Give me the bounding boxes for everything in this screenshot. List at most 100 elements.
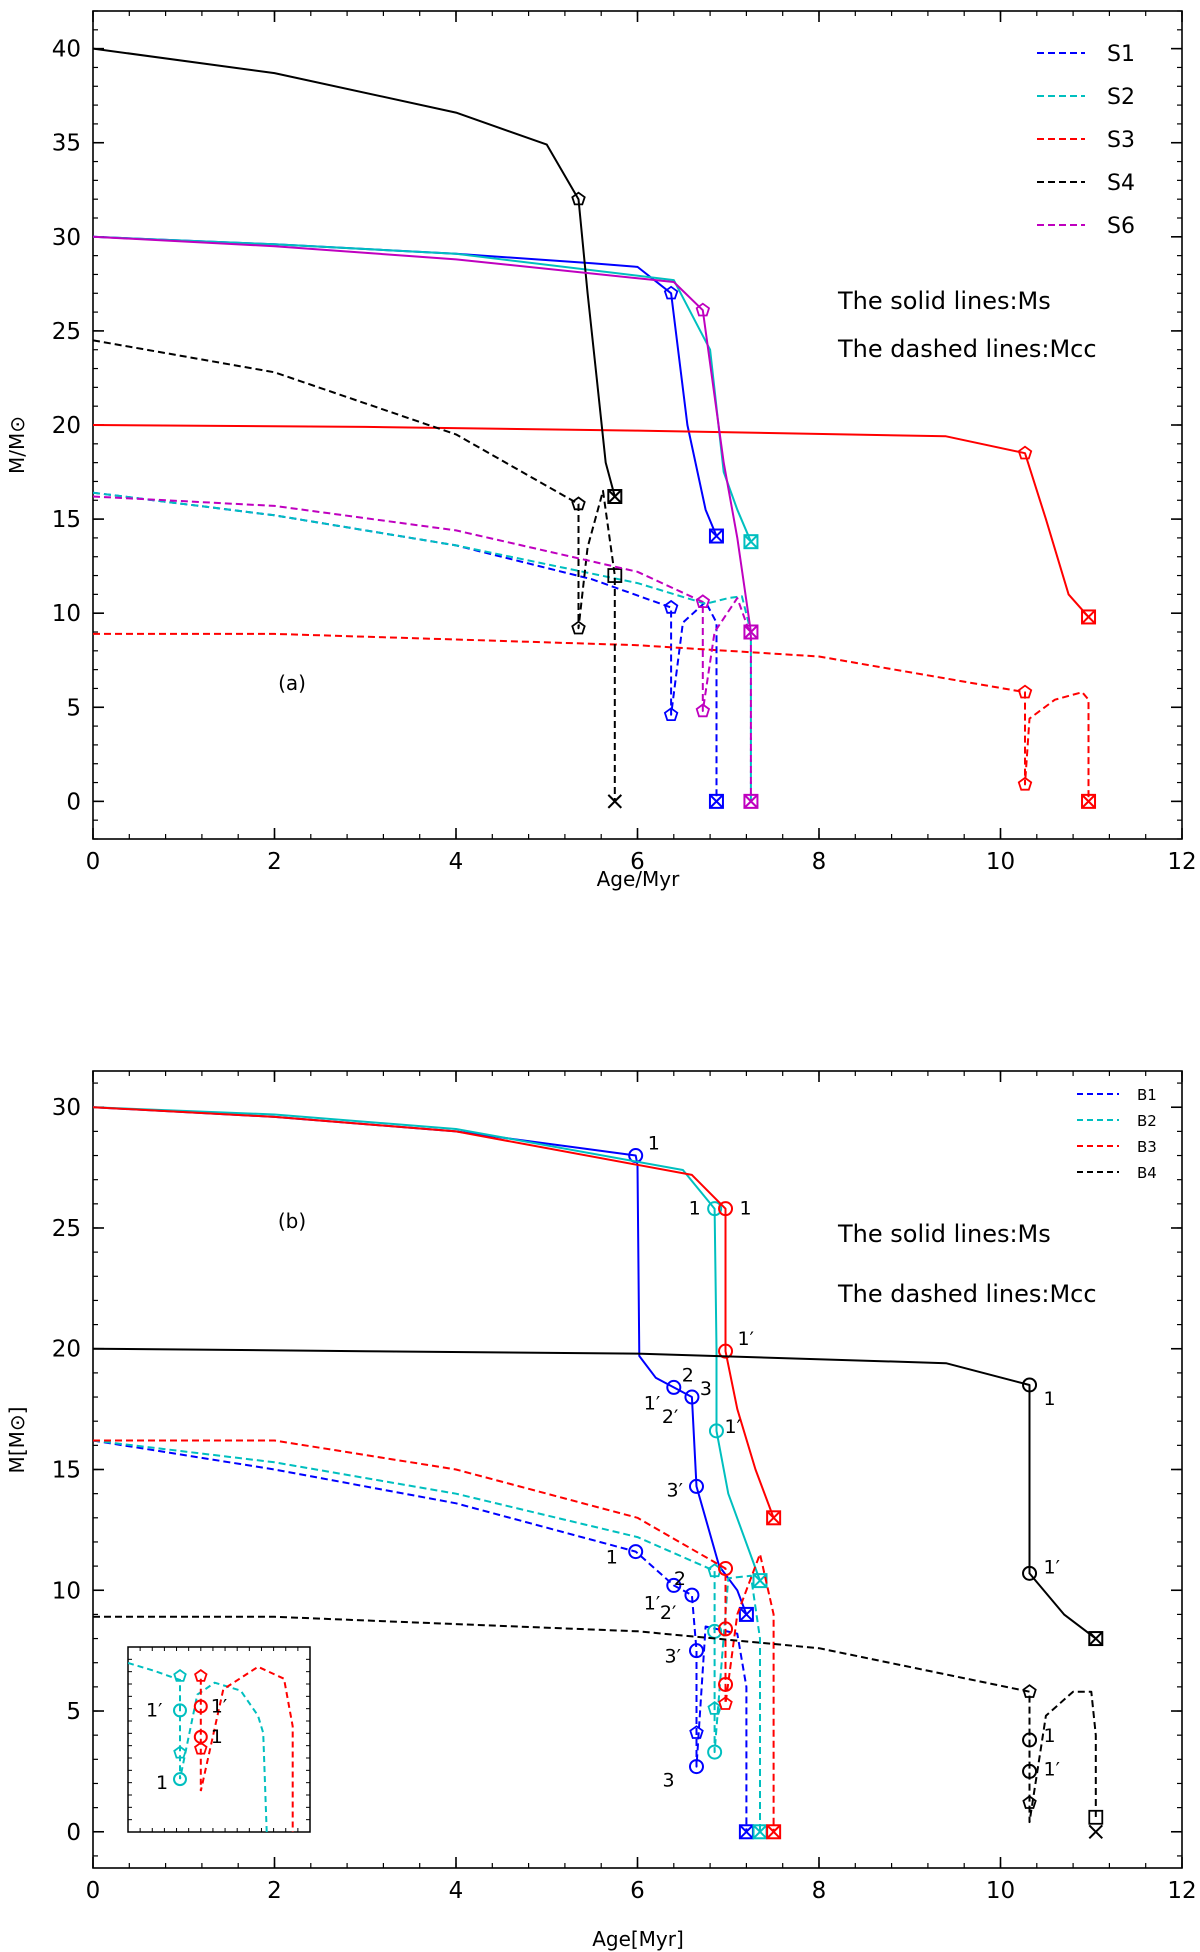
panel-b-series-b4-ms-line (93, 1347, 1097, 1640)
panel-a-x-tick-label: 12 (1167, 849, 1196, 875)
panel-a-series-s4-x-marker (607, 794, 623, 809)
panel-b-y-tick-label: 20 (52, 1337, 81, 1363)
panel-a-series-s6-ms-line (93, 235, 752, 633)
panel-b: Age[Myr] M[M⊙] (b) The solid lines:Ms Th… (5, 1070, 1197, 1951)
panel-b-series-b3 (93, 1106, 782, 1840)
panel-b-inset-series-b3-circle-marker (193, 1699, 208, 1714)
panel-b-y-tick-label: 5 (66, 1699, 81, 1725)
panel-a-series-s3 (93, 424, 1097, 809)
panel-a-series-s4-mcc-line (93, 339, 616, 802)
panel-b-inset-series-b2-circle-marker (173, 1703, 187, 1718)
panel-b-legend-label: B4 (1137, 1164, 1157, 1182)
panel-b-inset-series-b2-circle-marker (173, 1772, 187, 1787)
panel-a-x-tick-label: 6 (630, 849, 645, 875)
panel-a-series-s4-pentagon-marker (571, 191, 586, 206)
panel-b-y-tick-label: 25 (52, 1216, 81, 1242)
panel-b-legend-label: B1 (1137, 1086, 1157, 1104)
panel-b-series-b3-circle-marker (718, 1343, 734, 1359)
panel-b-point-label: 3′ (667, 1479, 683, 1501)
panel-b-y-tick-label: 0 (66, 1820, 81, 1846)
panel-b-inset-series-b2-pentagon-marker (173, 1668, 187, 1682)
panel-b-series-b4-pentagon-marker (1022, 1795, 1037, 1809)
panel-a-series-s3-pentagon-marker (1017, 776, 1033, 791)
panel-a-series-s3-pentagon-marker (1017, 445, 1033, 460)
panel-b-series-b1-circle-marker (628, 1544, 644, 1560)
panel-a: Age/Myr M/M⊙ (a) The solid lines:Ms The … (5, 10, 1197, 891)
panel-b-series-b2 (93, 1106, 768, 1840)
panel-b-inset-point-label: 1 (156, 1772, 168, 1794)
panel-a-series-s2-boxed-x-marker (743, 534, 759, 550)
panel-b-series-b4-circle-marker (1022, 1377, 1038, 1393)
panel-b-x-tick-label: 4 (449, 1878, 464, 1904)
panel-b-x-tick-label: 6 (630, 1878, 645, 1904)
panel-b-inset-series-b2-mcc-line (128, 1661, 268, 1832)
panel-b-series-b1-circle-marker (666, 1577, 682, 1593)
panel-a-series-s4-boxed-x-marker (607, 489, 623, 505)
panel-a-y-tick-label: 10 (52, 601, 81, 627)
panel-a-series-s4-ms-line (93, 47, 616, 497)
panel-a-y-tick-label: 30 (52, 225, 81, 251)
panel-b-series-b1-circle-marker (666, 1379, 682, 1395)
panel-a-x-tick-label: 4 (449, 849, 464, 875)
panel-a-series-s1-boxed-x-marker (708, 793, 724, 809)
panel-a-ylabel: M/M⊙ (5, 416, 29, 474)
panel-b-point-label: 1′ (644, 1592, 660, 1614)
panel-a-series-s2-mcc-line (93, 491, 752, 802)
panel-a-series-s1-boxed-x-marker (708, 528, 724, 544)
panel-a-series-s4-pentagon-marker (571, 620, 586, 635)
panel-b-point-label: 1′ (644, 1392, 660, 1414)
panel-b-inset-point-label: 1′ (211, 1696, 227, 1718)
panel-a-series-s6-pentagon-marker (695, 703, 711, 718)
panel-b-series-b1-circle-marker (688, 1643, 704, 1659)
panel-b-x-tick-label: 2 (267, 1878, 282, 1904)
panel-b-series-b3-circle-marker (718, 1561, 734, 1577)
panel-b-legend: B1 B2 B3 B4 (1077, 1086, 1157, 1182)
panel-b-series-b2-mcc-line (93, 1439, 761, 1832)
panel-b-tag: (b) (278, 1209, 306, 1233)
panel-b-point-label: 1 (648, 1133, 660, 1155)
panel-a-series-s2 (93, 235, 759, 802)
panel-a-series-s1-pentagon-marker (663, 285, 679, 300)
panel-a-series-s1-mcc-line (93, 491, 718, 802)
panel-a-y-tick-label: 20 (52, 413, 81, 439)
panel-b-series-b1-pentagon-marker (689, 1725, 704, 1739)
panel-b-series-b3-circle-marker (718, 1676, 734, 1692)
panel-b-ylabel: M[M⊙] (5, 1407, 29, 1474)
panel-b-series-b1-circle-marker (684, 1587, 700, 1603)
panel-a-series-s4-pentagon-marker (571, 496, 586, 511)
panel-b-series-b3-boxed-x-marker (766, 1824, 782, 1840)
panel-a-series-s3-boxed-x-marker (1081, 609, 1097, 625)
panel-b-series-b4-circle-marker (1022, 1763, 1038, 1779)
panel-b-x-tick-label: 10 (986, 1878, 1015, 1904)
panel-a-series-s1-pentagon-marker (663, 707, 679, 721)
panel-b-point-label: 2 (682, 1364, 694, 1386)
panel-b-inset-series-b2 (128, 1661, 268, 1832)
panel-a-legend-label: S3 (1107, 128, 1135, 153)
panel-b-point-label: 1′ (1044, 1556, 1060, 1578)
panel-b-point-label: 1 (606, 1547, 618, 1569)
panel-b-inset: 1′ 1′ 1 1 (127, 1646, 311, 1833)
panel-b-point-label: 1′ (1044, 1758, 1060, 1780)
panel-a-x-tick-label: 10 (986, 849, 1015, 875)
panel-a-series-s3-mcc-line (93, 632, 1090, 802)
panel-a-xlabel: Age/Myr (597, 867, 681, 891)
panel-b-point-label: 3 (663, 1770, 675, 1792)
panel-a-y-tick-label: 5 (66, 695, 81, 721)
panel-b-series-b4-boxed-x-marker (1088, 1631, 1104, 1647)
panel-b-point-label: 2′ (662, 1406, 678, 1428)
panel-b-note-solid: The solid lines:Ms (837, 1220, 1051, 1248)
panel-b-series-b3-ms-line (93, 1106, 775, 1519)
panel-a-note-dashed: The dashed lines:Mcc (837, 335, 1097, 363)
panel-b-series-b2-circle-marker (707, 1744, 723, 1760)
panel-b-inset-series-b2-pentagon-marker (173, 1745, 187, 1759)
panel-a-legend-label: S6 (1107, 214, 1135, 239)
panel-a-y-tick-label: 15 (52, 507, 81, 533)
panel-a-legend: S1 S2 S3 S4 S6 (1037, 42, 1135, 239)
panel-b-y-tick-label: 15 (52, 1458, 81, 1484)
panel-b-series-b2-ms-line (93, 1106, 761, 1581)
panel-b-point-label: 1 (740, 1198, 752, 1220)
panel-a-legend-label: S1 (1107, 42, 1135, 67)
panel-b-series-b1-mcc-line (93, 1439, 748, 1832)
panel-b-inset-point-label: 1 (211, 1726, 223, 1748)
panel-b-point-label: 1 (689, 1198, 701, 1220)
